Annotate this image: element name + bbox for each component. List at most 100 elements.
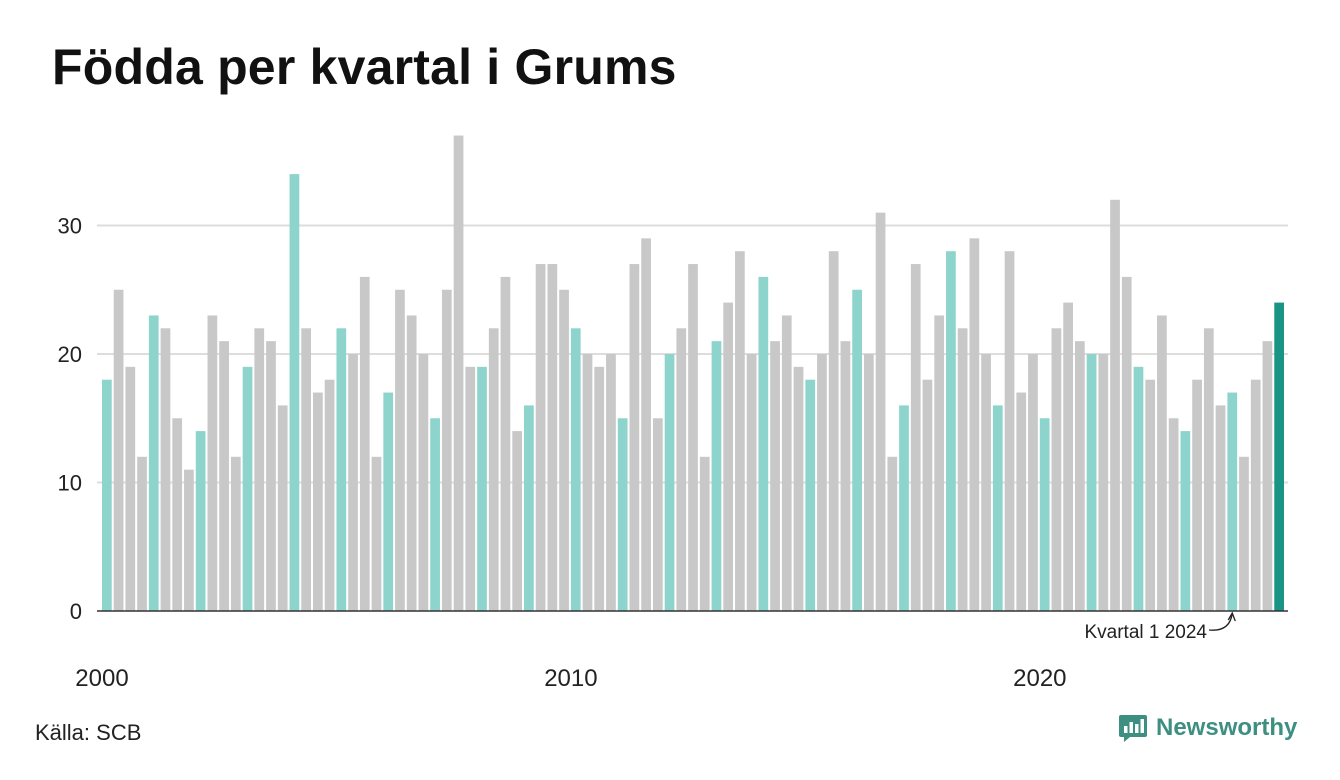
bar (1051, 328, 1062, 611)
bar (805, 379, 816, 611)
bar (606, 354, 616, 611)
bar (418, 354, 429, 611)
bar (793, 366, 804, 611)
bar (723, 302, 734, 611)
bar (1274, 302, 1284, 611)
bar (242, 366, 253, 611)
bar (313, 392, 323, 611)
bar (1016, 392, 1027, 611)
bar (383, 392, 394, 611)
bar (863, 354, 874, 611)
bar (289, 174, 300, 611)
bar (559, 289, 569, 611)
x-tick-label: 2000 (75, 665, 128, 692)
bar (617, 418, 628, 611)
bar (348, 354, 358, 611)
bar (406, 315, 417, 611)
bar (113, 289, 124, 611)
annotation-label: Kvartal 1 2024 (1084, 622, 1207, 643)
bar (219, 341, 229, 611)
bar (184, 469, 194, 611)
bar (770, 341, 780, 611)
bar (875, 212, 886, 611)
bar (1145, 379, 1156, 611)
x-tick-label: 2010 (544, 665, 597, 692)
bar (1039, 418, 1050, 611)
bar (172, 418, 183, 611)
bar (266, 341, 276, 611)
bar (887, 456, 898, 611)
bar (899, 405, 909, 611)
chart-title: Födda per kvartal i Grums (52, 39, 677, 95)
bar (477, 366, 487, 611)
bar (781, 315, 792, 611)
bar (254, 328, 265, 611)
bar (910, 264, 921, 611)
bar (1074, 341, 1085, 611)
bar (160, 328, 171, 611)
newsworthy-icon (1119, 715, 1147, 742)
bar (582, 354, 593, 611)
bar (922, 379, 933, 611)
bar (641, 238, 651, 611)
y-axis-labels: 0 10 20 30 (58, 214, 82, 625)
bar (488, 328, 499, 611)
bar (1250, 379, 1261, 611)
bar (195, 431, 206, 611)
bar (324, 379, 335, 611)
x-tick-label: 2020 (1013, 665, 1066, 692)
bar (277, 405, 288, 611)
bar (371, 456, 382, 611)
bar (524, 405, 534, 611)
y-tick-label: 30 (58, 214, 82, 239)
bar (465, 366, 476, 611)
bar (817, 354, 827, 611)
bars (102, 135, 1284, 612)
y-tick-label: 0 (70, 599, 82, 624)
bar (981, 354, 991, 611)
bar (688, 264, 698, 611)
bar (676, 328, 687, 611)
bar (1121, 276, 1132, 611)
bar (1180, 431, 1191, 611)
bar (1063, 302, 1073, 611)
bar (664, 354, 675, 611)
bar (746, 354, 757, 611)
bar (1262, 341, 1273, 611)
bar (570, 328, 581, 611)
bar (336, 328, 347, 611)
bar (395, 289, 405, 611)
bar (1192, 379, 1202, 611)
bar (500, 276, 511, 611)
bar (1227, 392, 1238, 611)
bar (230, 456, 241, 611)
bar (1239, 456, 1249, 611)
bar (852, 289, 862, 611)
bar (629, 264, 640, 611)
brand-logo: Newsworthy (1118, 713, 1297, 743)
bar (1157, 315, 1167, 611)
bar (840, 341, 851, 611)
bar (441, 289, 452, 611)
bar (137, 456, 147, 611)
bar (594, 366, 605, 611)
bar (148, 315, 159, 611)
bar (359, 276, 370, 611)
bar (1086, 354, 1097, 611)
bar (1098, 354, 1109, 611)
bar (992, 405, 1003, 611)
bar (102, 379, 112, 611)
bar (1203, 328, 1214, 611)
bar (699, 456, 710, 611)
y-tick-label: 20 (58, 342, 82, 367)
bar (828, 251, 839, 611)
brand-name: Newsworthy (1156, 714, 1298, 741)
bar (946, 251, 956, 611)
bar (711, 341, 722, 611)
bar (1215, 405, 1226, 611)
y-tick-label: 10 (58, 471, 82, 496)
bar (969, 238, 980, 611)
bar (535, 264, 546, 611)
annotation: Kvartal 1 2024 (1084, 611, 1236, 643)
